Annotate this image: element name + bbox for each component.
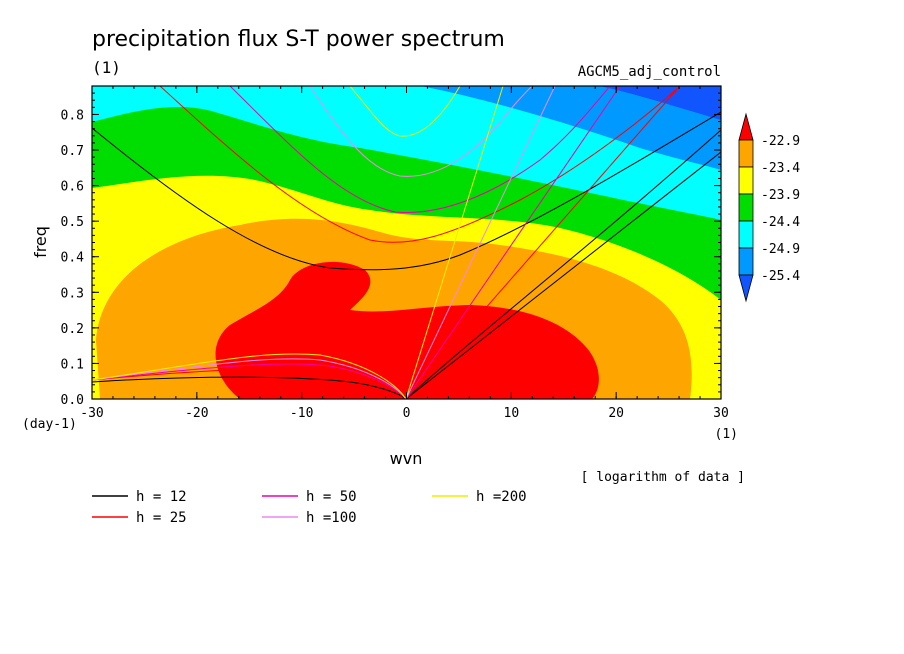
legend-label-1: h = 25	[136, 510, 187, 526]
dispersion-curve-h200-rossby	[92, 353, 407, 399]
contour-band-blue	[420, 86, 721, 170]
dispersion-curve-h50-rossby	[92, 363, 407, 399]
y-tick-label: 0.8	[61, 108, 84, 123]
log-note: [ logarithm of data ]	[581, 470, 745, 485]
dispersion-curve-h50-gravity	[229, 86, 611, 214]
dispersion-curve-h200-kelvin	[405, 86, 504, 399]
colorbar-level-label: -24.9	[761, 242, 800, 257]
dispersion-curve-h100-gravity	[309, 86, 533, 177]
y-tick-label: 0.7	[61, 144, 84, 159]
legend-label-0: h = 12	[136, 489, 187, 505]
chart-title: precipitation flux S-T power spectrum	[92, 27, 505, 52]
colorbar-top-arrow	[738, 112, 754, 141]
x-axis-label: wvn	[390, 449, 423, 468]
colorbar-swatch-4	[738, 220, 754, 249]
contour-band-dark-blue	[600, 86, 721, 120]
dispersion-curve-h12-rossby	[92, 376, 407, 399]
colorbar-swatch-1	[738, 139, 754, 168]
dispersion-curve-h12-kelvin	[405, 151, 721, 399]
dispersion-curve-h50-kelvin	[405, 86, 621, 399]
dispersion-curve-h12-mrg	[405, 129, 721, 399]
chart-subtitle-left: (1)	[92, 58, 121, 77]
x-tick-label: -10	[290, 406, 313, 421]
y-tick-label: 0.4	[61, 251, 85, 266]
x-tick-label: -30	[80, 406, 103, 421]
contour-fill	[92, 86, 721, 399]
dispersion-curve-h100-kelvin	[405, 86, 556, 399]
dispersion-curve-h25-gravity	[159, 86, 681, 243]
x-tick-label: 30	[713, 406, 729, 421]
y-tick-label: 0.1	[61, 357, 84, 372]
x-axis: -30 -20 -10 0 10 20 30	[80, 86, 729, 421]
dispersion-curve-h25-rossby	[92, 368, 407, 399]
dispersion-curve-h25-kelvin	[405, 86, 681, 399]
colorbar-level-label: -25.4	[761, 269, 800, 284]
legend-label-2: h = 50	[306, 489, 357, 505]
dispersion-curve-h100-rossby	[92, 358, 407, 399]
chart-subtitle-right: AGCM5_adj_control	[578, 64, 721, 80]
colorbar-level-label: -24.4	[761, 215, 800, 230]
x-tick-label: 10	[504, 406, 520, 421]
x-tick-label: 0	[403, 406, 411, 421]
colorbar: -22.9 -23.4 -23.9 -24.4 -24.9 -25.4	[738, 112, 800, 303]
colorbar-bottom-arrow	[738, 274, 754, 303]
x-unit-label: (1)	[715, 427, 738, 442]
dispersion-curves	[92, 86, 721, 399]
legend-label-4: h =200	[476, 489, 527, 505]
y-tick-label: 0.2	[61, 322, 84, 337]
y-tick-label: 0.3	[61, 286, 84, 301]
dispersion-curve-h12-gravity	[92, 111, 721, 271]
legend: h = 12 h = 25 h = 50 h =100 h =200	[92, 489, 527, 526]
legend-label-3: h =100	[306, 510, 357, 526]
dispersion-curve-h200-gravity	[349, 86, 461, 137]
colorbar-swatch-5	[738, 247, 754, 276]
y-tick-label: 0.5	[61, 215, 84, 230]
y-axis-label: freq	[31, 226, 50, 258]
y-tick-label: 0.6	[61, 180, 84, 195]
colorbar-swatch-2	[738, 166, 754, 195]
colorbar-swatch-3	[738, 193, 754, 222]
x-tick-label: 20	[608, 406, 624, 421]
x-tick-label: -20	[185, 406, 208, 421]
colorbar-level-label: -22.9	[761, 134, 800, 149]
y-unit-label: (day-1)	[22, 417, 77, 432]
colorbar-level-label: -23.9	[761, 188, 800, 203]
colorbar-level-label: -23.4	[761, 161, 800, 176]
y-tick-label: 0.0	[61, 393, 84, 408]
y-axis: 0.0 0.1 0.2 0.3 0.4 0.5 0.6 0.7 0.8	[61, 85, 721, 408]
